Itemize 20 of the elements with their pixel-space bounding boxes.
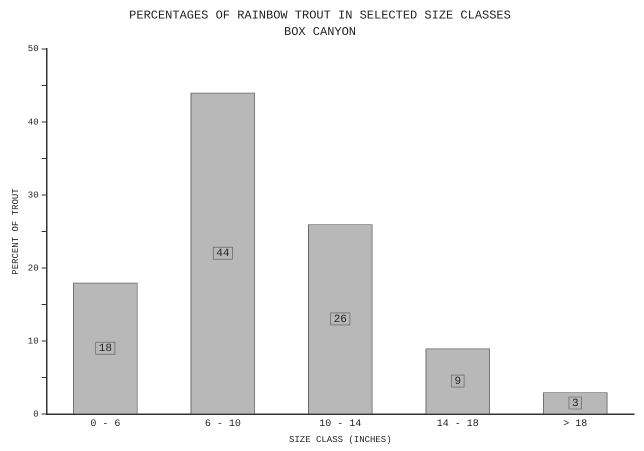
y-tick-label: 0 [33,410,39,420]
x-tick-label: 6 - 10 [204,418,241,430]
y-tick-label: 40 [28,117,39,128]
x-axis-title: SIZE CLASS (INCHES) [288,434,392,445]
x-tick-label: 10 - 14 [319,418,362,430]
data-label: 26 [334,314,347,326]
data-label: 9 [454,376,462,388]
x-tick-label: 0 - 6 [90,418,120,430]
data-label: 18 [98,343,112,356]
y-tick-label: 30 [28,190,39,200]
y-axis-title: PERCENT OF TROUT [10,188,21,275]
data-label: 44 [216,248,230,260]
chart-subtitle: BOX CANYON [284,24,356,39]
data-label: 3 [572,398,579,410]
y-tick-label: 10 [28,336,39,347]
y-tick-label: 20 [28,263,39,274]
x-tick-label: > 18 [563,418,588,430]
chart-title: PERCENTAGES OF RAINBOW TROUT IN SELECTED SIZE CLASSES [129,8,511,22]
x-tick-label: 14 - 18 [436,418,479,430]
y-tick-label: 50 [28,44,39,54]
